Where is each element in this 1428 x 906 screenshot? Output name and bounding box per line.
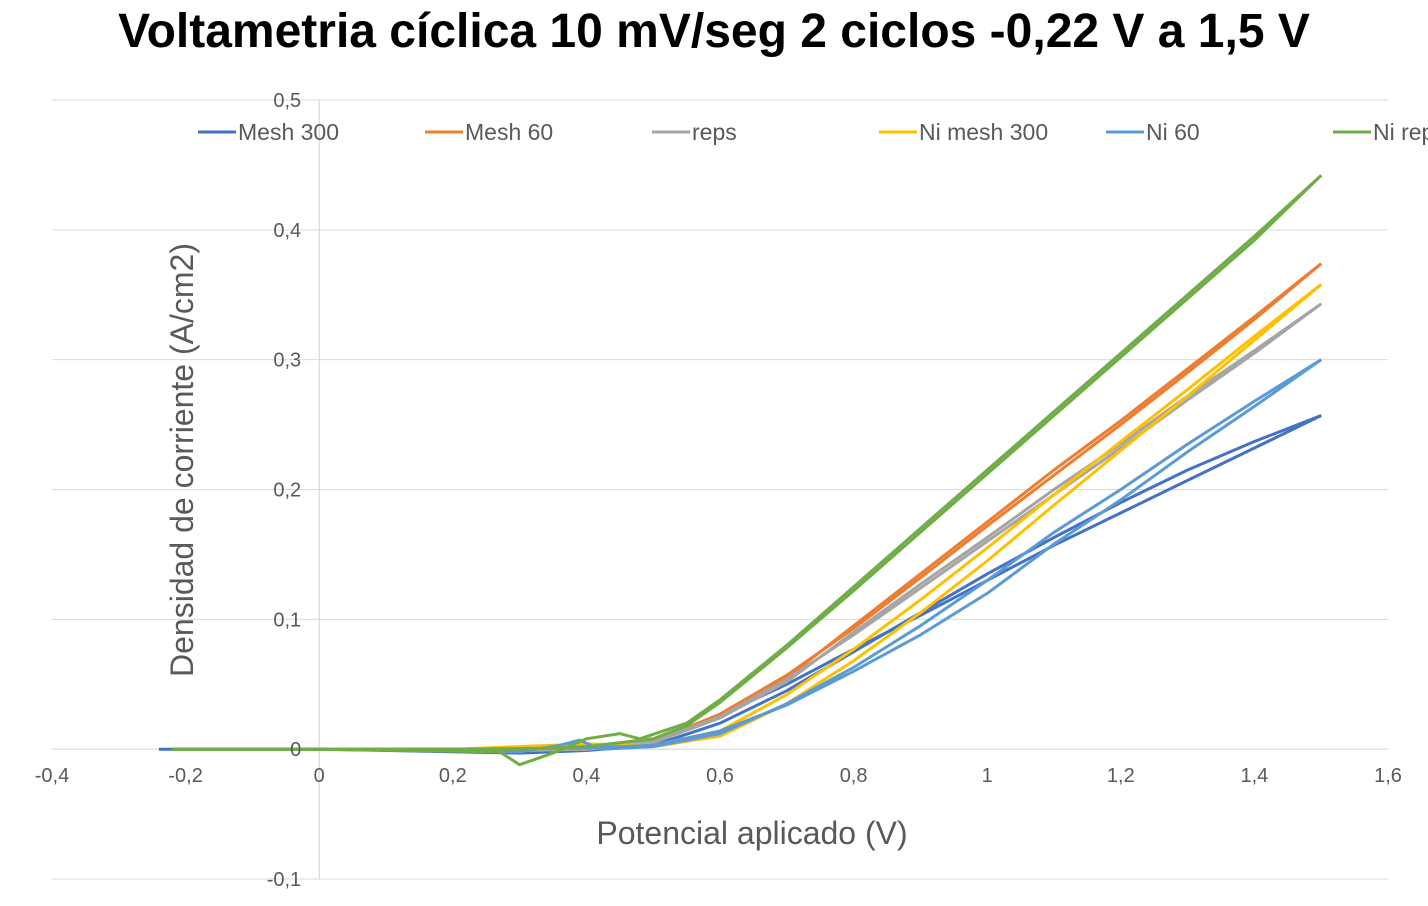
tick-labels: -0,1 0 0,1 0,2 0,3 0,4 0,5 -0,4 -0,2 0 0,2 0,4 0,6 0,… xyxy=(35,90,1402,891)
x-tick-label-1: -0,2 xyxy=(168,765,202,787)
series-lines xyxy=(158,174,1323,767)
y-tick-label-5: 0,4 xyxy=(273,220,301,242)
legend-item-0[interactable]: Mesh 300 xyxy=(198,119,339,145)
series-5 xyxy=(172,174,1323,767)
legend-label-3: Ni mesh 300 xyxy=(919,119,1048,145)
y-tick-label-0: -0,1 xyxy=(267,869,301,891)
y-tick-label-1: 0 xyxy=(290,739,301,761)
x-tick-label-5: 0,6 xyxy=(706,765,734,787)
x-tick-label-4: 0,4 xyxy=(572,765,600,787)
y-tick-label-3: 0,2 xyxy=(273,480,301,502)
legend-item-4[interactable]: Ni 60 xyxy=(1106,119,1200,145)
x-tick-label-3: 0,2 xyxy=(439,765,467,787)
x-tick-label-0: -0,4 xyxy=(35,765,69,787)
y-axis-title: Densidad de corriente (A/cm2) xyxy=(164,243,200,677)
y-tick-label-2: 0,1 xyxy=(273,609,301,631)
series-line-forward-2 xyxy=(172,302,1323,752)
legend-label-5: Ni reps xyxy=(1373,119,1428,145)
y-tick-label-6: 0,5 xyxy=(273,90,301,112)
y-tick-label-4: 0,3 xyxy=(273,350,301,372)
x-tick-label-2: 0 xyxy=(314,765,325,787)
series-line-forward-5 xyxy=(172,174,1323,767)
legend-item-1[interactable]: Mesh 60 xyxy=(425,119,553,145)
x-axis-title: Potencial aplicado (V) xyxy=(596,815,907,851)
chart-title: Voltametria cíclica 10 mV/seg 2 ciclos -… xyxy=(118,5,1310,58)
series-2 xyxy=(172,302,1323,752)
x-tick-label-9: 1,4 xyxy=(1240,765,1268,787)
x-tick-label-7: 1 xyxy=(982,765,993,787)
x-tick-label-10: 1,6 xyxy=(1374,765,1402,787)
legend-item-5[interactable]: Ni reps xyxy=(1333,119,1428,145)
legend-label-4: Ni 60 xyxy=(1146,119,1200,145)
legend[interactable]: Mesh 300 Mesh 60 reps Ni mesh 300 Ni 60 Ni re… xyxy=(198,119,1428,145)
x-tick-label-8: 1,2 xyxy=(1107,765,1135,787)
series-line-reverse-5 xyxy=(172,174,1323,751)
legend-label-0: Mesh 300 xyxy=(238,119,339,145)
grid-lines xyxy=(52,99,1388,880)
x-tick-label-6: 0,8 xyxy=(840,765,868,787)
series-line-forward-0 xyxy=(158,414,1322,755)
legend-label-1: Mesh 60 xyxy=(465,119,553,145)
legend-item-3[interactable]: Ni mesh 300 xyxy=(879,119,1048,145)
legend-item-2[interactable]: reps xyxy=(652,119,737,145)
legend-label-2: reps xyxy=(692,119,737,145)
